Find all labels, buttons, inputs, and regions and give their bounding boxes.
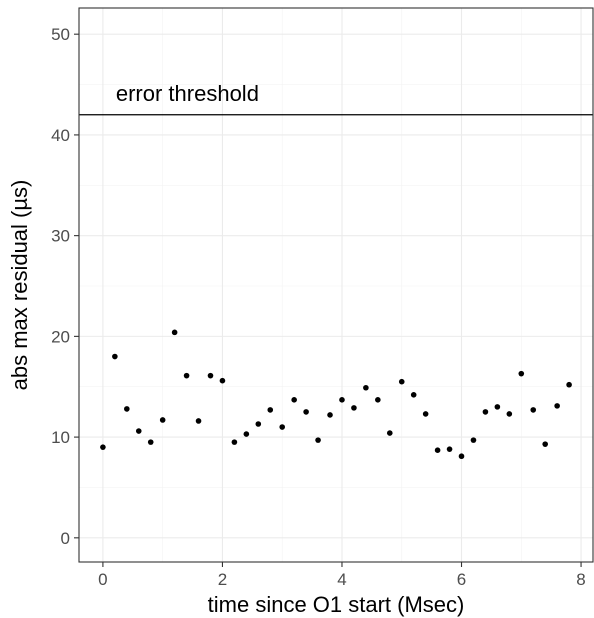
data-point — [315, 437, 321, 443]
data-point — [124, 406, 130, 412]
panel-border — [78, 7, 594, 563]
data-point — [554, 403, 560, 409]
data-point — [303, 409, 309, 415]
data-point — [100, 444, 106, 450]
data-point — [386, 430, 393, 436]
data-point — [339, 397, 345, 403]
data-point — [470, 437, 477, 443]
x-tick-label: 4 — [337, 570, 346, 589]
data-point — [267, 407, 274, 413]
x-tick-label: 6 — [457, 570, 466, 589]
error-threshold-label: error threshold — [116, 81, 259, 106]
y-tick-label: 30 — [51, 227, 70, 246]
data-point — [375, 397, 381, 403]
data-point — [112, 353, 118, 360]
data-point — [159, 417, 166, 423]
data-point — [255, 421, 262, 427]
y-tick-label: 0 — [61, 529, 70, 548]
y-tick-label: 10 — [51, 428, 70, 447]
y-tick-label: 20 — [51, 327, 70, 346]
data-point — [458, 453, 465, 460]
grid-lines — [79, 8, 593, 562]
y-axis-title: abs max residual (µs) — [7, 180, 32, 391]
data-point — [135, 428, 142, 434]
x-axis-title: time since O1 start (Msec) — [208, 592, 465, 617]
x-tick-label: 2 — [218, 570, 227, 589]
data-points — [100, 329, 572, 460]
x-tick-label: 0 — [98, 570, 107, 589]
data-point — [434, 447, 441, 453]
data-point — [171, 329, 178, 336]
data-point — [207, 372, 214, 379]
data-point — [147, 439, 154, 445]
data-point — [566, 381, 572, 388]
data-point — [422, 411, 429, 417]
y-tick-label: 40 — [51, 126, 70, 145]
data-point — [410, 391, 417, 398]
x-tick-label: 8 — [576, 570, 585, 589]
data-point — [183, 372, 190, 379]
data-point — [518, 370, 525, 377]
data-point — [482, 409, 489, 415]
y-axis: 0 10 20 30 40 50 — [51, 25, 79, 548]
data-point — [446, 446, 453, 452]
data-point — [494, 404, 501, 410]
data-point — [542, 441, 548, 447]
data-point — [219, 377, 226, 384]
data-point — [506, 411, 513, 417]
threshold-layer: error threshold — [79, 81, 593, 116]
data-point — [363, 384, 369, 391]
data-point — [351, 405, 357, 411]
data-point — [398, 378, 405, 385]
data-point — [291, 397, 297, 403]
x-axis: 0 2 4 6 8 — [98, 562, 586, 589]
data-point — [530, 407, 537, 413]
data-point — [243, 431, 250, 437]
data-point — [327, 412, 333, 418]
y-tick-label: 50 — [51, 25, 70, 44]
data-point — [231, 439, 238, 445]
data-point — [279, 424, 286, 430]
data-point — [195, 418, 202, 424]
